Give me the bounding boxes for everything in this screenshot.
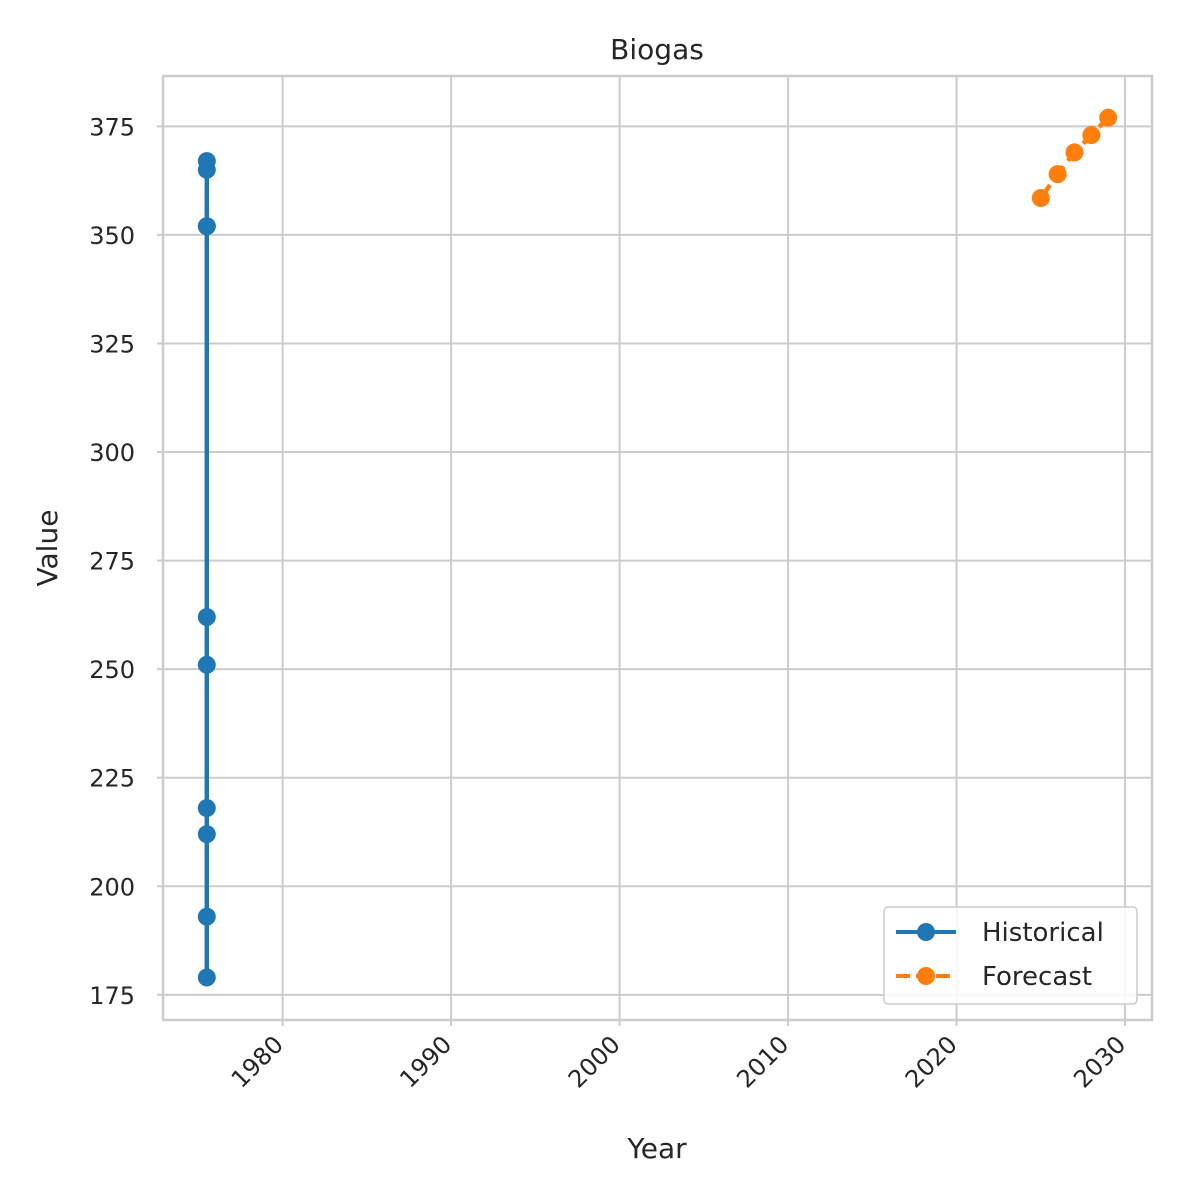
y-tick-label: 350 xyxy=(89,222,135,250)
data-point-historical xyxy=(197,152,216,171)
series-forecast xyxy=(1031,108,1118,208)
data-point-forecast xyxy=(1082,126,1101,145)
y-tick-label: 175 xyxy=(89,982,135,1010)
data-point-forecast xyxy=(1099,108,1118,127)
data-point-historical xyxy=(197,217,216,236)
series-historical xyxy=(197,152,216,987)
data-point-historical xyxy=(197,799,216,818)
legend-label-forecast: Forecast xyxy=(982,962,1092,992)
data-point-historical xyxy=(197,655,216,674)
legend-marker-forecast xyxy=(917,967,935,985)
y-tick-label: 375 xyxy=(89,113,135,141)
x-axis-title: Year xyxy=(626,1132,687,1165)
legend-marker-historical xyxy=(917,923,935,941)
y-tick-label: 275 xyxy=(89,548,135,576)
legend-label-historical: Historical xyxy=(982,918,1104,948)
legend: Historical Forecast xyxy=(883,906,1138,1005)
y-axis-ticks: 175 200 225 250 275 300 325 350 375 xyxy=(89,113,163,1010)
data-point-forecast xyxy=(1031,189,1050,208)
y-axis-title: Value xyxy=(31,510,64,587)
data-point-historical xyxy=(197,608,216,627)
data-point-forecast xyxy=(1065,143,1084,162)
data-point-forecast xyxy=(1048,165,1067,184)
y-tick-label: 300 xyxy=(89,439,135,467)
series xyxy=(197,108,1118,987)
chart-title: Biogas xyxy=(610,33,704,66)
y-tick-label: 225 xyxy=(89,765,135,793)
y-tick-label: 200 xyxy=(89,873,135,901)
data-point-historical xyxy=(197,968,216,987)
data-point-historical xyxy=(197,907,216,926)
grid xyxy=(163,76,1152,1020)
y-tick-label: 250 xyxy=(89,656,135,684)
y-tick-label: 325 xyxy=(89,330,135,358)
plot-frame xyxy=(161,74,1154,1022)
data-point-historical xyxy=(197,825,216,844)
